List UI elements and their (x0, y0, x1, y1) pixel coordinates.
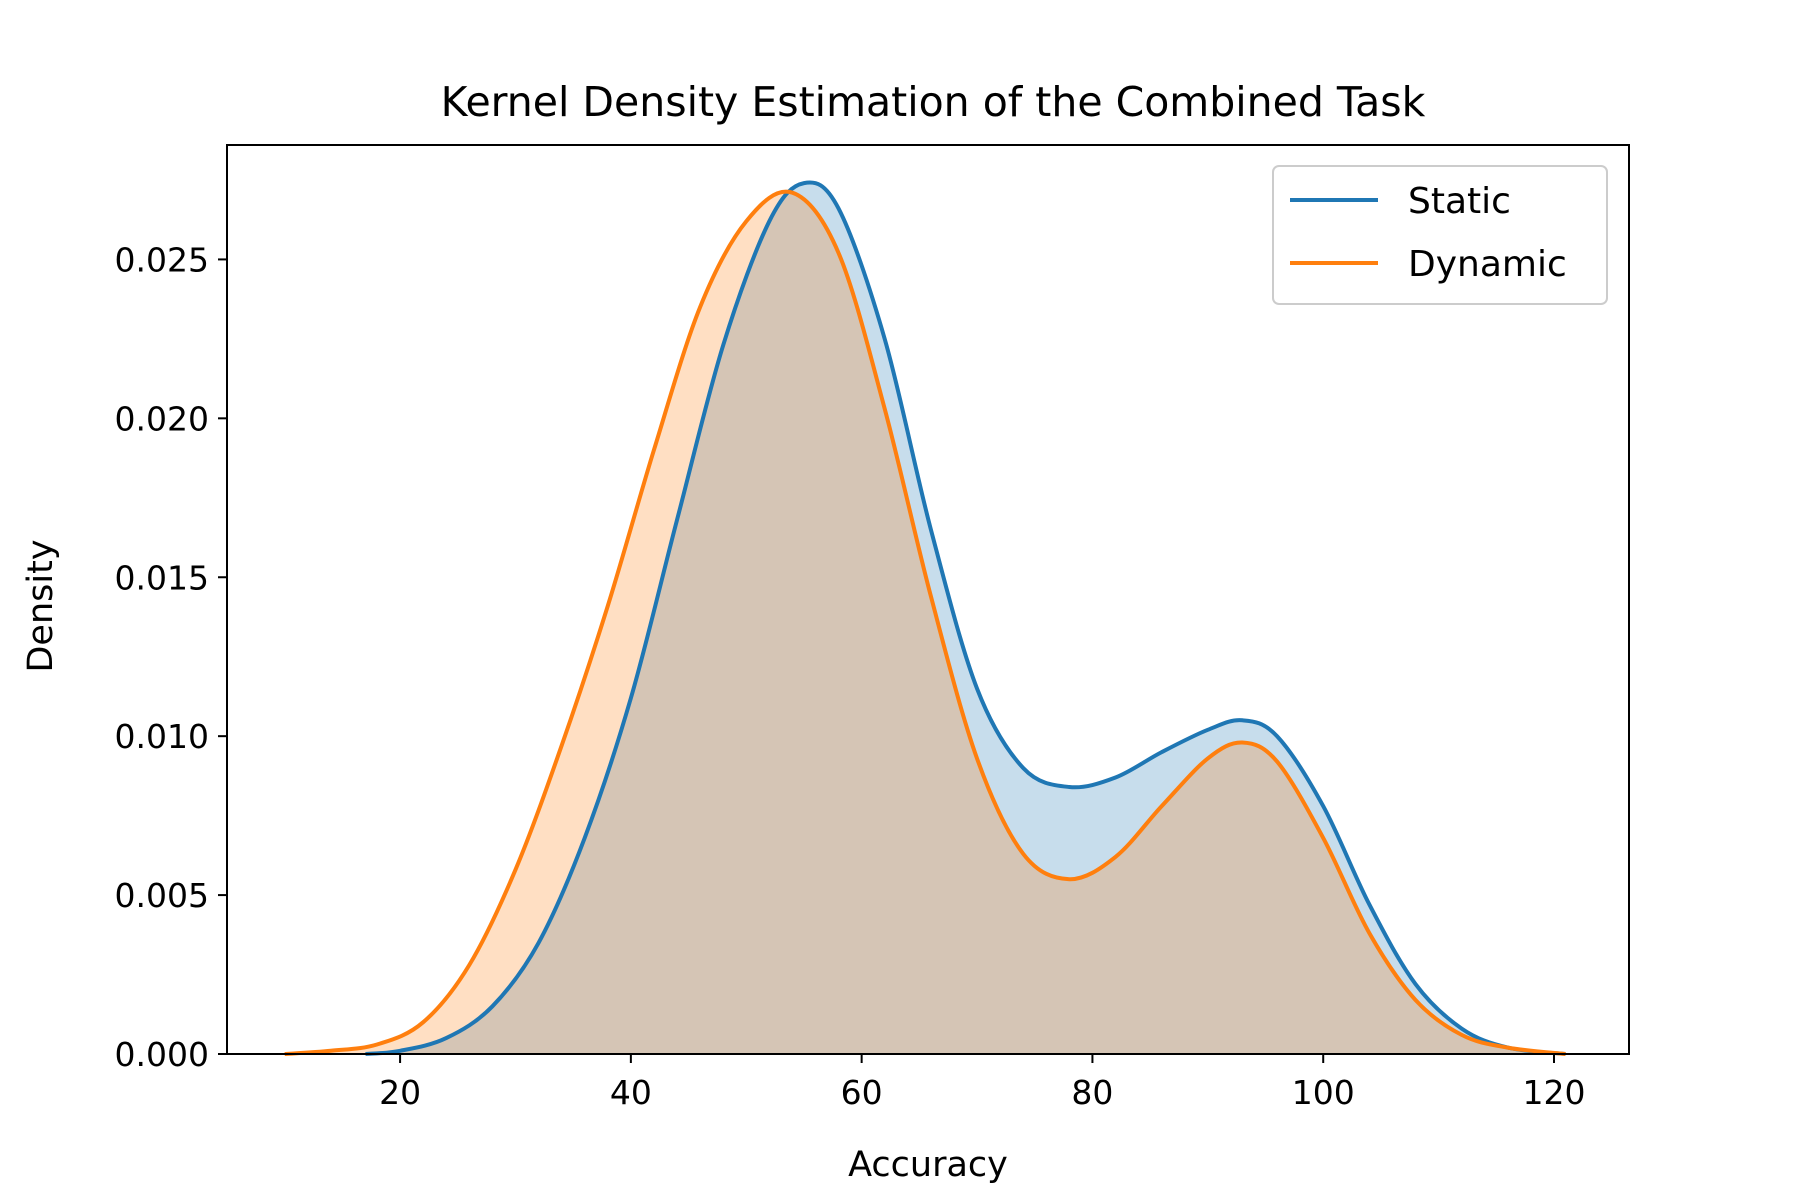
x-tick-label: 120 (1522, 1073, 1585, 1112)
density-fill-static (365, 182, 1566, 1054)
y-axis-ticks: 0.000 0.005 0.010 0.015 0.020 0.025 (115, 240, 227, 1074)
chart-title: Kernel Density Estimation of the Combine… (441, 78, 1426, 126)
x-tick-label: 40 (610, 1073, 652, 1112)
density-line-dynamic (284, 189, 1566, 1056)
y-tick-label: 0.015 (115, 558, 209, 597)
density-fills (284, 182, 1566, 1055)
x-axis-label: Accuracy (848, 1145, 1008, 1185)
x-tick-label: 60 (841, 1073, 883, 1112)
density-fill-dynamic (284, 191, 1566, 1055)
y-tick-label: 0.020 (115, 399, 209, 438)
plot-frame (226, 144, 1630, 1055)
legend-label-dynamic: Dynamic (1408, 244, 1567, 285)
legend: Static Dynamic (1272, 165, 1608, 305)
y-tick-label: 0.005 (115, 876, 209, 915)
density-lines (284, 180, 1566, 1056)
x-tick-label: 20 (379, 1073, 421, 1112)
x-axis-ticks: 20 40 60 80 100 120 (379, 1054, 1585, 1112)
legend-label-static: Static (1408, 181, 1511, 222)
y-axis-label: Density (21, 539, 61, 672)
x-tick-label: 80 (1071, 1073, 1113, 1112)
density-line-static (365, 180, 1566, 1056)
y-tick-label: 0.025 (115, 240, 209, 279)
y-tick-label: 0.000 (115, 1035, 209, 1074)
x-tick-label: 100 (1292, 1073, 1355, 1112)
y-tick-label: 0.010 (115, 717, 209, 756)
